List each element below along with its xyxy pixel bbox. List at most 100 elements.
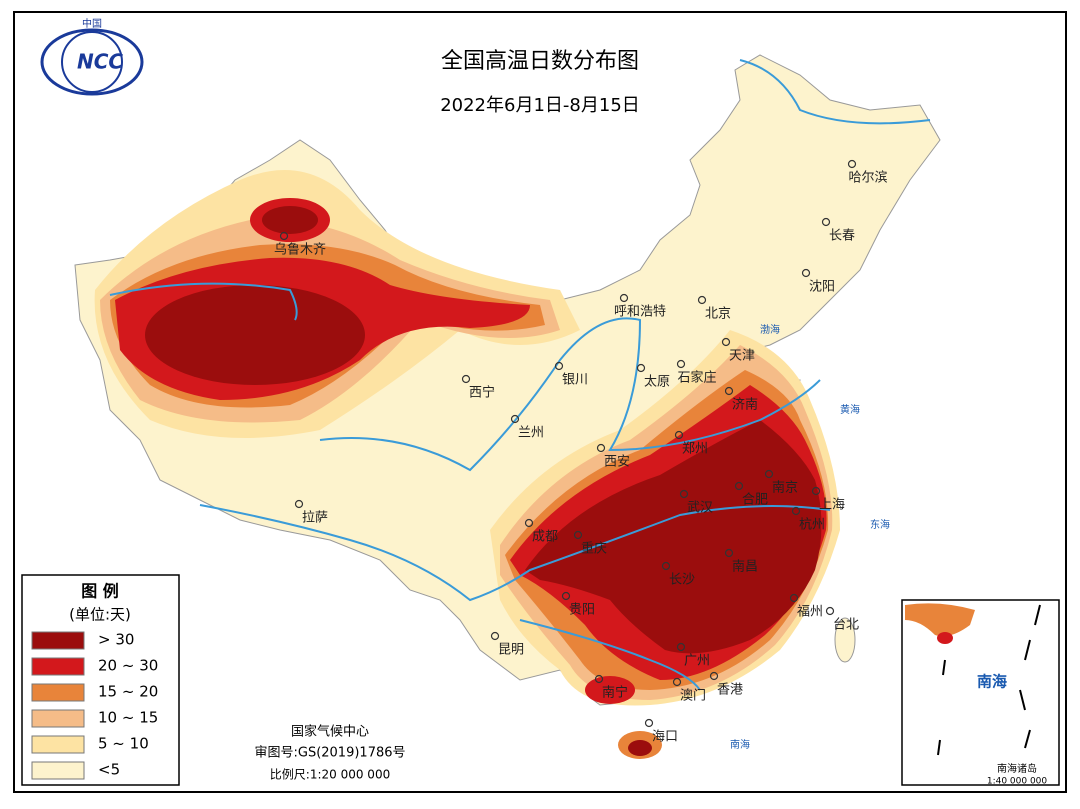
- logo-text: NCC: [77, 50, 123, 74]
- legend-swatch: [31, 761, 85, 780]
- city-marker: [825, 606, 835, 616]
- inset-name: 南海诸岛: [997, 762, 1037, 775]
- legend-swatch: [31, 657, 85, 676]
- city-label: 西宁: [469, 385, 495, 401]
- city-label: 昆明: [498, 643, 524, 658]
- city-marker: [847, 159, 857, 169]
- city-marker: [724, 386, 734, 396]
- city-label: 拉萨: [302, 511, 328, 526]
- city-marker: [676, 359, 686, 369]
- city-marker: [721, 337, 731, 347]
- city-label: 贵阳: [569, 603, 595, 618]
- city-marker: [789, 593, 799, 603]
- city-marker: [619, 293, 629, 303]
- city-label: 南京: [772, 480, 798, 496]
- city-label: 武汉: [687, 501, 713, 516]
- city-marker: [661, 561, 671, 571]
- city-label: 郑州: [682, 442, 708, 457]
- city-marker: [764, 469, 774, 479]
- city-marker: [561, 591, 571, 601]
- footer-scale: 比例尺:1:20 000 000: [270, 768, 390, 782]
- city-marker: [697, 295, 707, 305]
- city-marker: [676, 642, 686, 652]
- legend-swatch: [31, 735, 85, 754]
- legend-unit: (单位:天): [69, 606, 131, 624]
- sea-label: 南海: [730, 738, 750, 751]
- legend-swatch: [31, 709, 85, 728]
- city-label: 台北: [833, 618, 859, 633]
- city-marker: [554, 361, 564, 371]
- city-label: 广州: [684, 654, 710, 669]
- city-marker: [294, 499, 304, 509]
- city-marker: [791, 506, 801, 516]
- city-label: 乌鲁木齐: [274, 242, 326, 258]
- sea-label: 渤海: [760, 323, 780, 336]
- city-label: 长沙: [669, 573, 695, 588]
- city-label: 北京: [705, 307, 731, 322]
- city-label: 长春: [829, 229, 855, 244]
- city-marker: [801, 268, 811, 278]
- rivers: [109, 59, 931, 691]
- city-label: 济南: [732, 397, 758, 413]
- city-label: 合肥: [742, 493, 768, 508]
- city-marker: [724, 548, 734, 558]
- inset-sea: 南海: [977, 672, 1007, 690]
- city-marker: [674, 430, 684, 440]
- city-label: 成都: [532, 530, 558, 545]
- legend-title: 图 例: [81, 582, 119, 601]
- city-label: 西安: [604, 455, 630, 470]
- sea-label: 东海: [870, 518, 890, 531]
- heat-zones: [94, 170, 856, 759]
- legend-label: 5 ~ 10: [98, 735, 149, 753]
- city-label: 太原: [644, 375, 670, 390]
- city-label: 沈阳: [809, 280, 835, 295]
- city-label: 石家庄: [677, 370, 716, 386]
- city-marker: [573, 530, 583, 540]
- logo: 中国 NCC: [40, 17, 144, 96]
- city-label: 澳门: [680, 688, 706, 704]
- city-marker: [279, 231, 289, 241]
- city-label: 银川: [562, 373, 588, 388]
- legend-swatch: [31, 683, 85, 702]
- city-label: 香港: [717, 683, 743, 698]
- city-label: 兰州: [518, 426, 544, 441]
- city-marker: [734, 481, 744, 491]
- footer-approval: 审图号:GS(2019)1786号: [254, 746, 405, 761]
- legend-swatch: [31, 631, 85, 650]
- city-label: 天津: [729, 349, 755, 364]
- logo-top: 中国: [82, 17, 102, 30]
- city-marker: [709, 671, 719, 681]
- legend-label: <5: [98, 761, 120, 779]
- city-marker: [596, 443, 606, 453]
- inset-scale: 1:40 000 000: [987, 777, 1048, 787]
- city-marker: [679, 489, 689, 499]
- footer-agency: 国家气候中心: [291, 724, 369, 740]
- city-label: 杭州: [799, 518, 825, 533]
- city-marker: [672, 677, 682, 687]
- city-label: 重庆: [581, 541, 607, 557]
- city-marker: [510, 414, 520, 424]
- city-marker: [594, 674, 604, 684]
- title: 全国高温日数分布图: [441, 49, 639, 74]
- city-marker: [821, 217, 831, 227]
- sea-label: 黄海: [840, 403, 860, 416]
- city-marker: [636, 363, 646, 373]
- subtitle: 2022年6月1日-8月15日: [440, 95, 640, 116]
- city-marker: [524, 518, 534, 528]
- city-marker: [461, 374, 471, 384]
- city-label: 南昌: [732, 559, 758, 575]
- city-label: 南宁: [602, 685, 628, 701]
- city-marker: [644, 718, 654, 728]
- city-label: 福州: [797, 605, 823, 620]
- legend-label: 10 ~ 15: [98, 709, 158, 727]
- city-marker: [490, 631, 500, 641]
- city-label: 哈尔滨: [848, 170, 887, 186]
- legend: 图 例 (单位:天) > 30 20 ~ 30 15 ~ 20 10 ~ 15 5 ~ …: [21, 574, 180, 786]
- inset: 南海 南海诸岛 1:40 000 000: [901, 599, 1060, 787]
- legend-label: > 30: [98, 631, 134, 649]
- legend-label: 15 ~ 20: [98, 683, 158, 701]
- legend-label: 20 ~ 30: [98, 657, 158, 675]
- city-marker: [811, 486, 821, 496]
